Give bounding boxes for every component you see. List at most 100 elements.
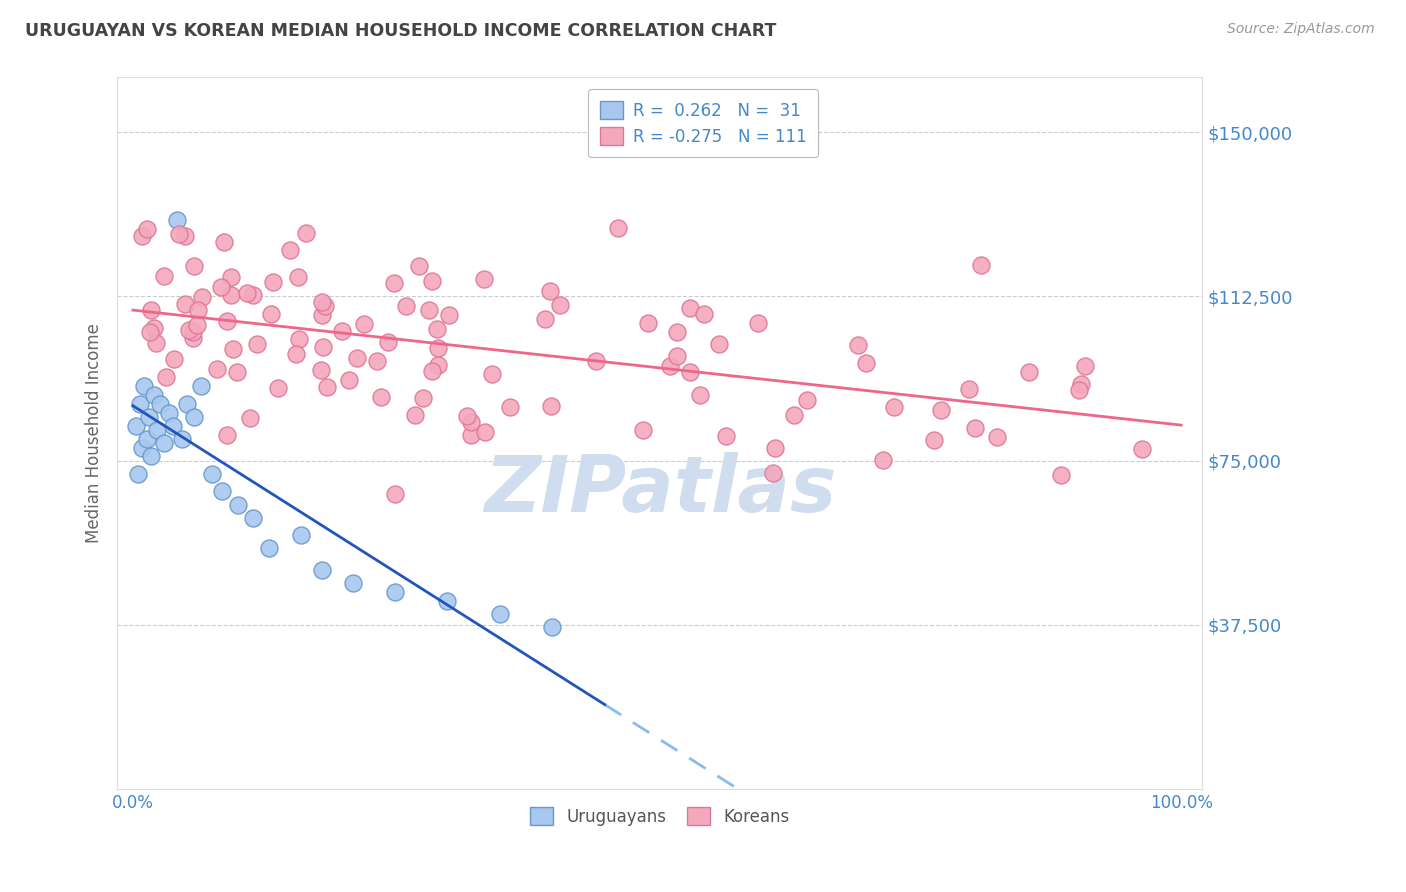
Point — [246, 337, 269, 351]
Point — [346, 351, 368, 366]
Point — [426, 341, 449, 355]
Point — [783, 409, 806, 423]
Point — [965, 421, 987, 435]
Point — [215, 428, 238, 442]
Y-axis label: Median Household Income: Median Household Income — [86, 324, 103, 543]
Point — [337, 374, 360, 388]
Point — [499, 400, 522, 414]
Point — [157, 405, 180, 419]
Point — [986, 429, 1008, 443]
Point — [311, 308, 333, 322]
Point — [689, 388, 711, 402]
Point — [183, 259, 205, 273]
Point — [747, 316, 769, 330]
Point — [353, 317, 375, 331]
Point — [763, 441, 786, 455]
Point — [796, 392, 818, 407]
Point — [169, 227, 191, 241]
Point — [872, 453, 894, 467]
Point — [209, 280, 232, 294]
Point — [311, 295, 333, 310]
Point — [637, 316, 659, 330]
Point — [1074, 359, 1097, 373]
Point — [290, 528, 312, 542]
Point — [488, 607, 510, 621]
Point — [153, 436, 176, 450]
Point — [200, 467, 222, 481]
Point — [384, 486, 406, 500]
Point — [155, 370, 177, 384]
Point — [883, 400, 905, 414]
Point — [1132, 442, 1154, 457]
Point — [226, 365, 249, 379]
Point — [716, 429, 738, 443]
Point — [259, 307, 281, 321]
Point — [693, 308, 716, 322]
Point — [548, 298, 571, 312]
Point — [176, 397, 198, 411]
Point — [173, 297, 195, 311]
Point — [143, 321, 166, 335]
Point — [404, 408, 426, 422]
Point — [257, 541, 280, 556]
Point — [633, 423, 655, 437]
Point — [384, 585, 406, 599]
Point — [707, 337, 730, 351]
Point — [481, 367, 503, 381]
Point — [420, 364, 443, 378]
Point — [149, 397, 172, 411]
Point — [166, 212, 188, 227]
Point — [295, 227, 318, 241]
Point — [607, 220, 630, 235]
Point — [183, 409, 205, 424]
Point — [205, 361, 228, 376]
Point — [190, 379, 212, 393]
Point — [131, 441, 153, 455]
Point — [135, 222, 157, 236]
Point — [658, 359, 681, 374]
Point — [146, 423, 169, 437]
Point — [312, 341, 335, 355]
Point — [929, 403, 952, 417]
Point — [846, 338, 869, 352]
Point — [145, 336, 167, 351]
Point — [179, 323, 201, 337]
Point — [427, 358, 450, 372]
Point — [262, 275, 284, 289]
Point — [162, 418, 184, 433]
Point — [761, 466, 783, 480]
Point — [412, 392, 434, 406]
Point — [418, 303, 440, 318]
Point — [377, 334, 399, 349]
Point — [460, 427, 482, 442]
Point — [342, 576, 364, 591]
Point — [287, 269, 309, 284]
Point — [382, 276, 405, 290]
Point — [314, 299, 336, 313]
Point — [408, 260, 430, 274]
Point — [191, 290, 214, 304]
Point — [426, 321, 449, 335]
Point — [855, 356, 877, 370]
Point — [1050, 468, 1073, 483]
Point — [215, 314, 238, 328]
Point — [129, 397, 152, 411]
Point — [173, 229, 195, 244]
Text: ZIPatlas: ZIPatlas — [484, 452, 835, 528]
Point — [315, 380, 337, 394]
Point — [370, 390, 392, 404]
Point — [970, 258, 993, 272]
Point — [395, 299, 418, 313]
Point — [142, 388, 165, 402]
Point — [211, 484, 233, 499]
Point — [665, 325, 688, 339]
Point — [1018, 365, 1040, 379]
Point — [242, 288, 264, 302]
Point — [131, 229, 153, 244]
Point — [242, 510, 264, 524]
Point — [288, 332, 311, 346]
Point — [436, 594, 458, 608]
Point — [181, 331, 204, 345]
Point — [172, 432, 194, 446]
Point — [1070, 377, 1092, 392]
